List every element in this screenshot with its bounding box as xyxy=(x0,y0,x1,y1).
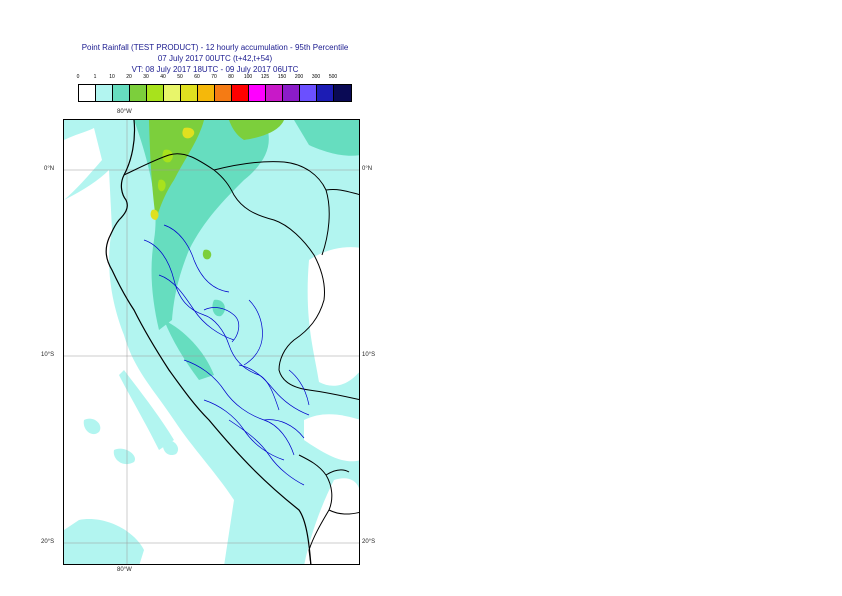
legend-color-box xyxy=(96,85,113,101)
legend-threshold-label: 500 xyxy=(328,74,338,80)
lat-label-0-right: 0°N xyxy=(362,166,373,172)
lat-label-0-left: 0°N xyxy=(44,166,55,172)
dry-area-southeast xyxy=(304,478,359,564)
legend-threshold-label: 20 xyxy=(126,74,132,80)
legend-threshold-label: 300 xyxy=(311,74,321,80)
lat-label-20-right: 20°S xyxy=(362,539,376,545)
lat-label-10-right: 10°S xyxy=(362,352,376,358)
rain-band-10-20mm-central xyxy=(164,320,214,380)
legend-threshold-label: 100 xyxy=(243,74,253,80)
legend-threshold-label: 40 xyxy=(160,74,166,80)
dry-ocean-area xyxy=(64,170,234,564)
national-border-peru xyxy=(123,153,359,401)
lon-label-bottom: 80°W xyxy=(117,567,132,573)
regional-border xyxy=(243,299,263,366)
legend-threshold-label: 80 xyxy=(228,74,234,80)
legend-color-boxes xyxy=(78,84,352,102)
regional-border xyxy=(228,419,305,486)
ocean-rain-patch xyxy=(162,439,179,456)
national-border-bolivia xyxy=(298,454,333,564)
lon-label-top: 80°W xyxy=(117,109,132,115)
legend-color-box xyxy=(249,85,266,101)
legend-color-box xyxy=(266,85,283,101)
map-frame xyxy=(63,119,360,565)
rain-cell-50-60mm xyxy=(182,127,195,139)
dry-area-east-2 xyxy=(304,414,359,462)
legend-threshold-label: 60 xyxy=(194,74,200,80)
rain-cell-30-40mm xyxy=(157,179,166,192)
rain-cell-50-60mm xyxy=(150,209,159,220)
legend-color-box xyxy=(283,85,300,101)
legend-color-box xyxy=(334,85,351,101)
regional-border xyxy=(263,419,305,439)
legend-color-box xyxy=(215,85,232,101)
legend-color-box xyxy=(164,85,181,101)
lake-titicaca xyxy=(325,469,350,476)
regional-border xyxy=(183,359,295,456)
legend-color-box xyxy=(113,85,130,101)
legend-threshold-label: 150 xyxy=(277,74,287,80)
rain-band-10-20mm-ne xyxy=(294,120,359,156)
rain-cell-20-30mm-north xyxy=(229,120,284,140)
title-line-1: Point Rainfall (TEST PRODUCT) - 12 hourl… xyxy=(81,43,349,52)
dry-area-east xyxy=(307,247,359,386)
regional-border xyxy=(238,364,310,416)
legend-threshold-label: 1 xyxy=(93,74,97,80)
coastline xyxy=(105,120,312,564)
coastal-rain-strip xyxy=(119,370,174,450)
ocean-rain-patch-south xyxy=(64,519,144,564)
legend-threshold-label: 50 xyxy=(177,74,183,80)
regional-border xyxy=(288,369,310,406)
legend-threshold-label: 30 xyxy=(143,74,149,80)
legend-color-box xyxy=(198,85,215,101)
title-line-3: VT: 08 July 2017 18UTC - 09 July 2017 06… xyxy=(131,65,299,74)
legend-color-box xyxy=(79,85,96,101)
legend-color-box xyxy=(130,85,147,101)
regional-border xyxy=(203,307,240,343)
legend-color-box xyxy=(300,85,317,101)
regional-border xyxy=(163,224,230,293)
national-border-brazil xyxy=(325,189,359,195)
legend-threshold-label: 0 xyxy=(76,74,80,80)
legend-threshold-label: 125 xyxy=(260,74,270,80)
legend-color-box xyxy=(232,85,249,101)
rainfall-map xyxy=(64,120,359,564)
ocean-rain-patch xyxy=(113,448,135,465)
legend-color-box xyxy=(181,85,198,101)
legend-threshold-labels: 0 1 10 20 30 40 50 60 70 80 100 125 150 200 300 500 xyxy=(72,74,352,84)
legend-color-box xyxy=(147,85,164,101)
title-line-2: 07 July 2017 00UTC (t+42,t+54) xyxy=(157,54,273,63)
map-title: Point Rainfall (TEST PRODUCT) - 12 hourl… xyxy=(40,42,390,75)
regional-border xyxy=(158,274,235,341)
national-border-chile xyxy=(328,509,359,515)
rain-cell-20-30mm xyxy=(202,249,212,260)
legend-color-box xyxy=(317,85,334,101)
lat-label-20-left: 20°S xyxy=(41,539,55,545)
national-border-colombia xyxy=(213,161,330,256)
color-legend: 0 1 10 20 30 40 50 60 70 80 100 125 150 200 300 500 xyxy=(72,74,352,104)
legend-threshold-label: 10 xyxy=(109,74,115,80)
ocean-rain-patch xyxy=(83,418,101,435)
rain-cell-30-40mm xyxy=(162,149,173,163)
legend-threshold-label: 70 xyxy=(211,74,217,80)
lat-label-10-left: 10°S xyxy=(41,352,55,358)
legend-threshold-label: 200 xyxy=(294,74,304,80)
dry-ocean-area-north xyxy=(64,128,102,200)
